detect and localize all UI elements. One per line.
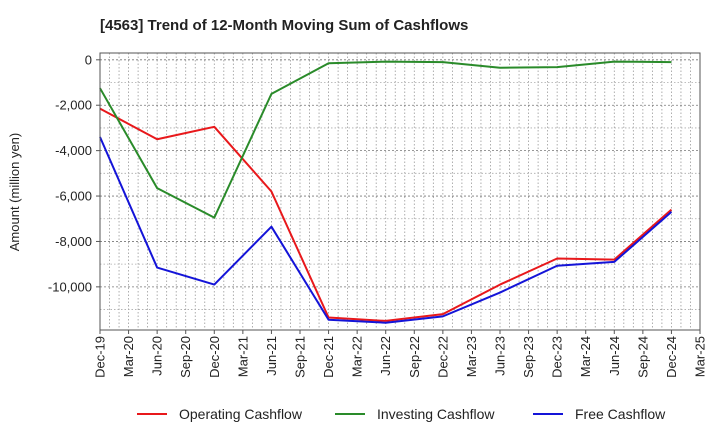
x-tick-label: Mar-25 [693,336,708,377]
x-tick-label: Dec-21 [321,336,336,378]
y-tick-label: -10,000 [48,279,92,294]
x-tick-label: Sep-21 [293,336,308,378]
x-axis-ticks: Dec-19 Mar-20 Jun-20 Sep-20 Dec-20 Mar-21 Jun-… [93,330,708,378]
series-lines [99,60,673,324]
x-tick-label: Mar-21 [235,336,250,377]
x-tick-label: Jun-20 [150,336,165,376]
legend-label-operating-cashflow: Operating Cashflow [179,406,303,422]
legend-label-investing-cashflow: Investing Cashflow [377,406,495,422]
series-line-operating-cashflow [99,107,673,322]
chart-title: [4563] Trend of 12-Month Moving Sum of C… [100,17,468,34]
x-tick-label: Dec-20 [207,336,222,378]
x-tick-label: Sep-22 [407,336,422,378]
series-line-investing-cashflow [99,60,672,219]
y-axis-ticks: 0 -2,000 -4,000 -6,000 -8,000 -10,000 [48,52,100,294]
y-tick-label: -4,000 [55,143,92,158]
x-tick-label: Jun-21 [264,336,279,376]
x-tick-label: Sep-20 [178,336,193,378]
x-tick-label: Mar-22 [350,336,365,377]
grid [100,53,700,330]
legend: Operating Cashflow Investing Cashflow Free… [137,406,666,422]
x-tick-label: Sep-23 [521,336,536,378]
y-axis-title: Amount (million yen) [7,133,22,252]
x-tick-label: Mar-23 [464,336,479,377]
series-line-free-cashflow [99,136,673,324]
plot-frame [99,52,701,331]
x-tick-label: Jun-23 [493,336,508,376]
x-tick-label: Dec-23 [550,336,565,378]
y-tick-label: 0 [85,52,92,67]
y-tick-label: -2,000 [55,98,92,113]
x-tick-label: Jun-24 [607,336,622,376]
x-tick-label: Dec-22 [435,336,450,378]
x-tick-label: Mar-20 [121,336,136,377]
plot-area [100,53,700,330]
x-tick-label: Dec-24 [664,336,679,378]
y-tick-label: -6,000 [55,189,92,204]
legend-label-free-cashflow: Free Cashflow [575,406,666,422]
x-tick-label: Sep-24 [635,336,650,378]
y-tick-label: -8,000 [55,234,92,249]
x-tick-label: Jun-22 [378,336,393,376]
x-tick-label: Mar-24 [578,336,593,377]
x-tick-label: Dec-19 [93,336,108,378]
